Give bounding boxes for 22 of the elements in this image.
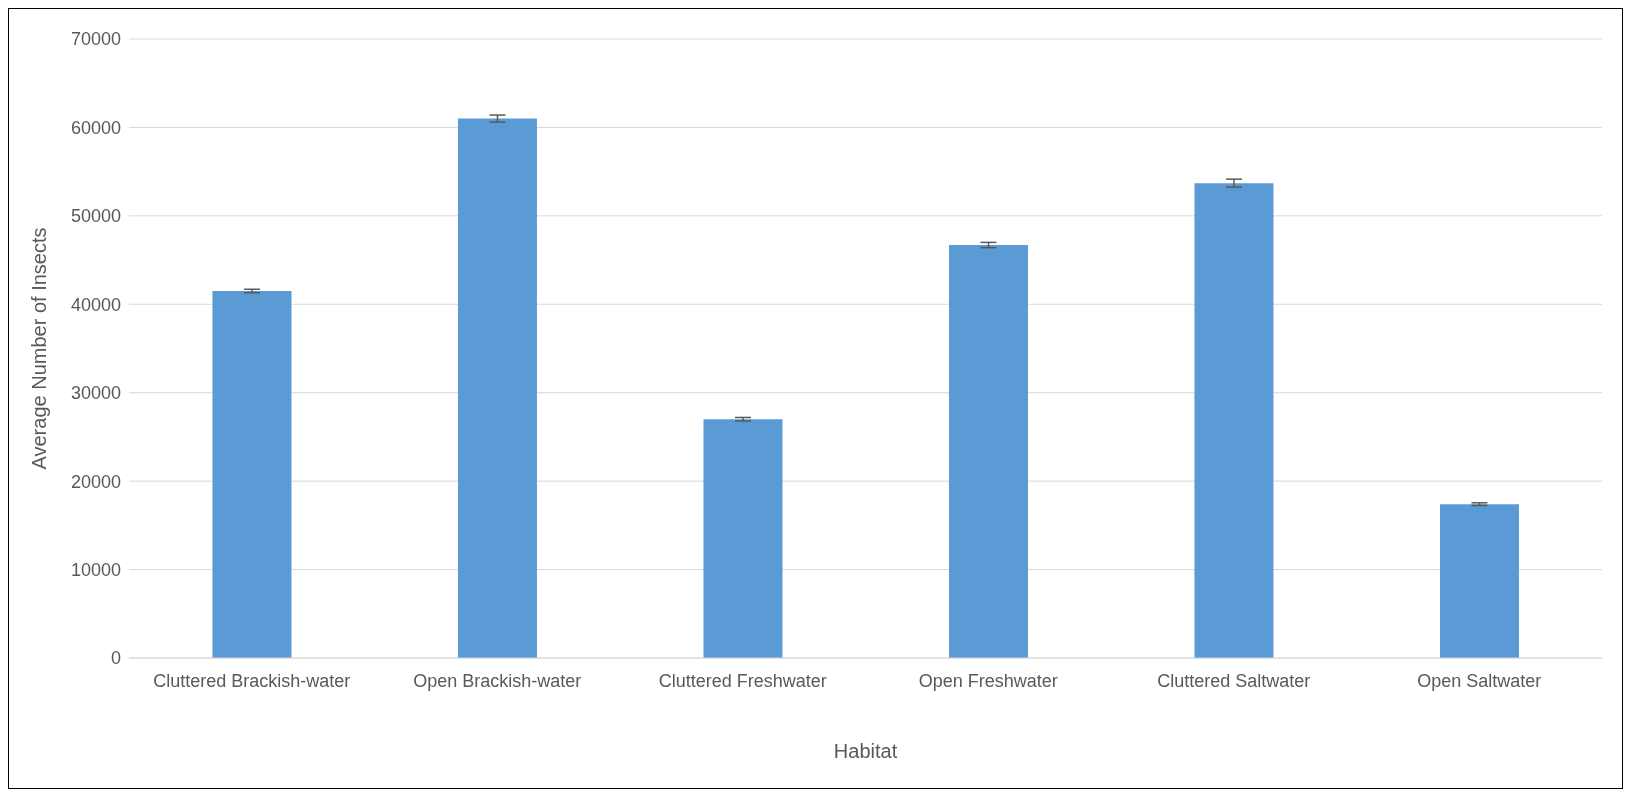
bar xyxy=(457,118,537,658)
x-tick-label: Cluttered Freshwater xyxy=(658,670,827,691)
x-tick-label: Cluttered Saltwater xyxy=(1157,670,1311,691)
bar xyxy=(212,291,292,658)
y-tick-label: 10000 xyxy=(70,559,121,580)
x-tick-label: Open Brackish-water xyxy=(413,670,582,691)
x-tick-label: Open Freshwater xyxy=(918,670,1058,691)
bar xyxy=(948,245,1028,658)
y-axis-title: Average Number of Insects xyxy=(28,227,51,470)
bar xyxy=(703,419,783,658)
x-tick-label: Open Saltwater xyxy=(1417,670,1542,691)
bar xyxy=(1439,504,1519,658)
x-tick-label: Cluttered Brackish-water xyxy=(153,670,351,691)
y-tick-label: 20000 xyxy=(70,471,121,492)
x-axis-title: Habitat xyxy=(833,740,898,762)
y-tick-label: 0 xyxy=(110,648,121,669)
bar xyxy=(1194,183,1274,658)
y-tick-label: 70000 xyxy=(70,29,121,50)
y-tick-label: 40000 xyxy=(70,294,121,315)
y-tick-label: 30000 xyxy=(70,383,121,404)
y-tick-label: 60000 xyxy=(70,117,121,138)
y-tick-label: 50000 xyxy=(70,206,121,227)
